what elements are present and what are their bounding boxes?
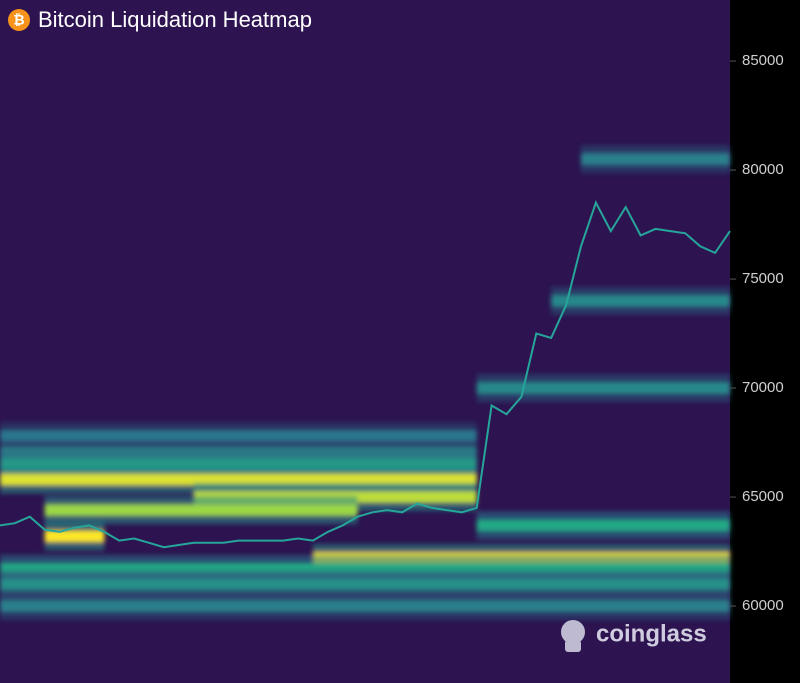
y-tick-label: 60000	[742, 597, 784, 614]
y-tick-label: 70000	[742, 379, 784, 396]
bitcoin-icon-symbol: ₿	[13, 12, 24, 28]
watermark: coinglass	[596, 620, 707, 647]
heat-band	[0, 600, 730, 613]
heat-band	[0, 430, 477, 443]
heat-band	[581, 153, 730, 166]
heat-band	[44, 504, 358, 517]
heat-band	[476, 519, 730, 532]
heat-band	[44, 530, 105, 543]
heat-layer	[0, 145, 730, 621]
chart-title: Bitcoin Liquidation Heatmap	[38, 7, 312, 32]
heat-band	[551, 294, 730, 307]
axis-background	[730, 0, 800, 683]
price-line	[0, 200, 731, 549]
heat-band	[0, 578, 730, 591]
y-tick-label: 75000	[742, 270, 784, 287]
heat-band	[476, 382, 730, 395]
bitcoin-icon	[8, 9, 30, 31]
y-tick-label: 65000	[742, 488, 784, 505]
marks-layer	[0, 200, 731, 549]
watermark-logo	[561, 620, 585, 652]
y-tick-label: 85000	[742, 52, 784, 69]
y-tick-label: 80000	[742, 161, 784, 178]
heat-band	[0, 473, 477, 486]
